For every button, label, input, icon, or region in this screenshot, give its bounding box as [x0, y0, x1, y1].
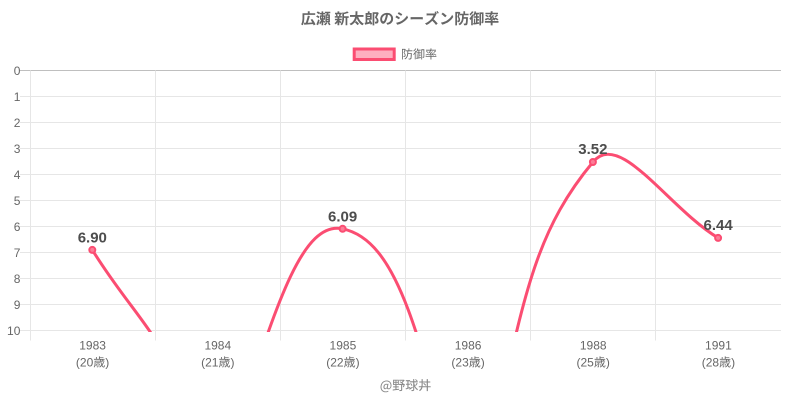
svg-text:1991: 1991 — [705, 339, 732, 353]
svg-text:3.52: 3.52 — [578, 141, 607, 158]
svg-text:1988: 1988 — [580, 339, 607, 353]
svg-text:5: 5 — [14, 194, 21, 208]
svg-text:10: 10 — [7, 324, 21, 338]
svg-text:1986: 1986 — [455, 339, 482, 353]
svg-text:(20: (20 — [76, 356, 94, 370]
svg-text:): ) — [356, 356, 360, 370]
svg-text:): ) — [731, 356, 735, 370]
svg-text:(25: (25 — [577, 356, 595, 370]
svg-text:): ) — [481, 356, 485, 370]
svg-text:4: 4 — [14, 168, 21, 182]
svg-text:1985: 1985 — [330, 339, 357, 353]
svg-text:): ) — [606, 356, 610, 370]
svg-text:2: 2 — [14, 116, 21, 130]
svg-text:3: 3 — [14, 142, 21, 156]
svg-text:9: 9 — [14, 298, 21, 312]
svg-text:7: 7 — [14, 246, 21, 260]
svg-text:8: 8 — [14, 272, 21, 286]
svg-text:6.90: 6.90 — [78, 230, 107, 247]
svg-text:1984: 1984 — [204, 339, 231, 353]
svg-text:1: 1 — [14, 90, 21, 104]
svg-text:): ) — [105, 356, 109, 370]
svg-text:(23: (23 — [451, 356, 469, 370]
svg-text:1983: 1983 — [79, 339, 106, 353]
svg-text:6.44: 6.44 — [703, 217, 733, 234]
svg-text:(22: (22 — [326, 356, 344, 370]
svg-text:6: 6 — [14, 220, 21, 234]
svg-text:): ) — [230, 356, 234, 370]
svg-text:0: 0 — [14, 64, 21, 78]
svg-text:6.09: 6.09 — [328, 209, 357, 226]
svg-text:(21: (21 — [201, 356, 219, 370]
svg-text:(28: (28 — [702, 356, 720, 370]
